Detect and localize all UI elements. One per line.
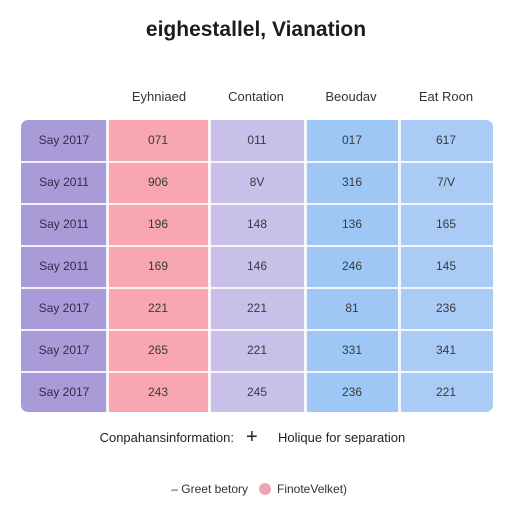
table-cell: 146 [246, 259, 268, 273]
table-cell: 243 [147, 385, 169, 399]
table-cell: 136 [341, 217, 363, 231]
legend: – Greet betory FinoteVelket) [0, 482, 512, 498]
column-band [209, 120, 305, 412]
table-row: Say 2011 196 148 136 165 [21, 204, 493, 246]
column-header: Eyhniaed [131, 89, 187, 104]
column-band [305, 120, 399, 412]
row-divider [21, 203, 493, 205]
table-cell: 8V [249, 175, 265, 189]
row-divider [21, 161, 493, 163]
row-label: Say 2017 [38, 301, 90, 315]
row-divider [21, 371, 493, 373]
table-row: Say 2011 906 8V 316 7/V [21, 162, 493, 204]
row-divider [21, 245, 493, 247]
table-cell: 196 [147, 217, 169, 231]
data-table: Say 2017 071 011 017 617 Say 2011 906 8V 316 7/V S… [21, 120, 493, 412]
table-cell: 331 [341, 343, 363, 357]
table-cell: 148 [246, 217, 268, 231]
legend-item-2: FinoteVelket) [277, 482, 348, 496]
table-cell: 145 [435, 259, 457, 273]
row-label: Say 2017 [38, 133, 90, 147]
column-divider [304, 120, 307, 412]
table-cell: 221 [246, 301, 268, 315]
column-header: Beoudav [325, 89, 377, 104]
table-cell: 236 [341, 385, 363, 399]
table-row: Say 2017 265 221 331 341 [21, 330, 493, 372]
table-cell: 246 [341, 259, 363, 273]
table-cell: 221 [147, 301, 169, 315]
annotation-line: Conpahansinformation: + Holique for sepa… [0, 426, 512, 448]
table-row: Say 2017 071 011 017 617 [21, 120, 493, 162]
table-cell: 7/V [436, 175, 455, 189]
row-label: Say 2011 [39, 217, 89, 231]
row-label: Say 2017 [38, 343, 90, 357]
table-row: Say 2011 169 146 246 145 [21, 246, 493, 288]
plus-icon: + [246, 426, 258, 448]
table-cell: 265 [147, 343, 169, 357]
row-label: Say 2011 [39, 259, 89, 273]
annotation-left-text: Conpahansinformation: [99, 430, 234, 445]
table-cell: 617 [435, 133, 457, 147]
column-headers: Eyhniaed Contation Beoudav Eat Roon [0, 89, 512, 107]
label-column-band [21, 120, 107, 412]
column-header: Eat Roon [418, 89, 474, 104]
table-cell: 236 [435, 301, 457, 315]
table-cell: 017 [341, 133, 363, 147]
column-band [107, 120, 209, 412]
table-cell: 221 [246, 343, 268, 357]
table-cell: 071 [147, 133, 169, 147]
table-cell: 341 [435, 343, 457, 357]
row-divider [21, 287, 493, 289]
table-cell: 221 [435, 385, 457, 399]
column-divider [106, 120, 109, 412]
chart-title: eighestallel, Vianation [145, 18, 367, 41]
table-cell: 011 [247, 133, 267, 147]
column-band [399, 120, 493, 412]
table-row: Say 2017 243 245 236 221 [21, 372, 493, 412]
table-cell: 81 [345, 301, 359, 315]
table-cell: 169 [147, 259, 169, 273]
table-cell: 906 [147, 175, 169, 189]
column-header: Contation [228, 89, 284, 104]
table-cell: 316 [341, 175, 363, 189]
column-divider [208, 120, 211, 412]
table-cell: 245 [246, 385, 268, 399]
row-label: Say 2017 [38, 385, 90, 399]
legend-item-1: – Greet betory [171, 482, 248, 496]
row-label: Say 2011 [39, 175, 89, 189]
row-divider [21, 329, 493, 331]
column-divider [398, 120, 401, 412]
table-row: Say 2017 221 221 81 236 [21, 288, 493, 330]
legend-swatch-icon [259, 483, 271, 495]
annotation-right-text: Holique for separation [278, 430, 406, 445]
table-cell: 165 [435, 217, 457, 231]
